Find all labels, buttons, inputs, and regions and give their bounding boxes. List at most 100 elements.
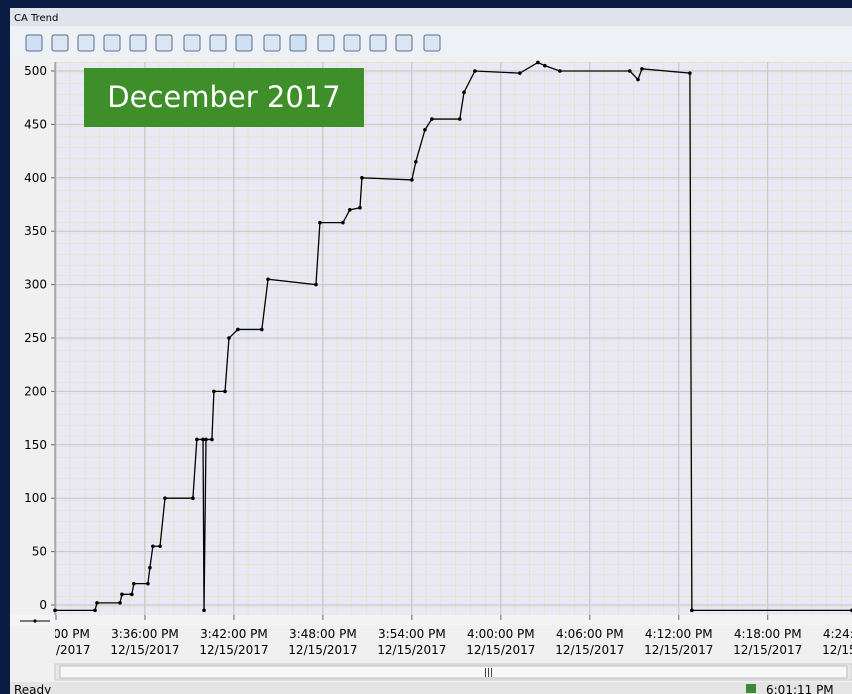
y-tick-label: 100 [24, 491, 47, 505]
trend-point [690, 608, 694, 613]
x-tick-label: 3:48:00 PM [289, 627, 357, 641]
trend-point [341, 220, 345, 225]
y-tick-label: 150 [24, 438, 47, 452]
status-text: Ready [14, 683, 51, 694]
toolbar-button[interactable] [129, 34, 147, 52]
trend-point [210, 437, 214, 442]
x-tick-label: 4:00:00 PM [467, 627, 535, 641]
x-tick-date: 12/15/2017 [377, 643, 446, 657]
trend-point [195, 437, 199, 442]
trend-point [640, 67, 644, 71]
x-tick-date: 12/15/2017 [466, 643, 535, 657]
trend-point [473, 69, 477, 73]
toolbar-button[interactable] [423, 34, 441, 52]
trend-point [462, 90, 466, 95]
banner-text: December 2017 [107, 80, 340, 114]
trend-point [266, 277, 270, 282]
x-tick-date: 12/15/2017 [110, 643, 179, 657]
trend-point [53, 608, 57, 613]
trend-point [628, 69, 632, 73]
trend-point [146, 581, 150, 586]
x-tick-label: 3:36:00 PM [111, 627, 179, 641]
trend-point [410, 178, 414, 182]
status-icon [746, 684, 756, 693]
status-time: 6:01:11 PM [766, 683, 834, 694]
y-tick-label: 450 [24, 117, 47, 131]
toolbar-button[interactable] [263, 34, 281, 52]
trend-point [536, 60, 540, 65]
axis-margin [10, 626, 55, 662]
trend-point [95, 601, 99, 605]
trend-point [358, 205, 362, 210]
trend-point [236, 327, 240, 332]
x-tick-label: 4:18:00 PM [734, 627, 802, 641]
trend-point [558, 69, 562, 73]
x-tick-date: 12/15/2017 [733, 643, 802, 657]
legend-strip [10, 615, 852, 625]
trend-point [118, 601, 122, 605]
trend-point [314, 282, 318, 287]
x-tick-date: 12/15/2017 [555, 643, 624, 657]
toolbar-button[interactable] [25, 34, 43, 52]
trend-point [148, 565, 152, 570]
trend-point [543, 63, 547, 68]
x-tick-label: 3:54:00 PM [378, 627, 446, 641]
trend-point [414, 159, 418, 164]
x-tick-date: 12/15/2017 [199, 643, 268, 657]
x-tick-date: 12/15/2017 [822, 643, 852, 657]
toolbar-button[interactable] [395, 34, 413, 52]
trend-point [223, 389, 227, 394]
trend-point [458, 117, 462, 121]
y-tick-label: 0 [39, 598, 47, 612]
x-tick-label: 4:12:00 PM [645, 627, 713, 641]
trend-point [120, 592, 124, 597]
x-tick-label: 4:06:00 PM [556, 627, 624, 641]
y-tick-label: 250 [24, 331, 47, 345]
trend-point [151, 544, 155, 549]
toolbar-button[interactable] [235, 34, 253, 52]
trend-point [132, 581, 136, 586]
y-tick-label: 400 [24, 171, 47, 185]
legend-marker [33, 619, 37, 623]
x-tick-label: 4:24:00 PM [823, 627, 852, 641]
toolbar-button[interactable] [343, 34, 361, 52]
trend-point [636, 77, 640, 82]
trend-point [93, 608, 97, 613]
x-tick-label: 3:42:00 PM [200, 627, 268, 641]
trend-point [518, 71, 522, 75]
banner-box [84, 68, 364, 127]
toolbar-button[interactable] [369, 34, 387, 52]
trend-point [360, 176, 364, 180]
title-bar [10, 8, 852, 26]
trend-point [212, 389, 216, 394]
toolbar-button[interactable] [289, 34, 307, 52]
trend-point [260, 327, 264, 332]
trend-point [688, 71, 692, 75]
trend-point [318, 220, 322, 225]
toolbar-button[interactable] [155, 34, 173, 52]
trend-point [130, 592, 134, 597]
trend-point [163, 496, 167, 501]
y-tick-label: 300 [24, 278, 47, 292]
trend-point [204, 437, 208, 442]
toolbar-button[interactable] [317, 34, 335, 52]
toolbar-button[interactable] [77, 34, 95, 52]
x-tick-date: 12/15/2017 [288, 643, 357, 657]
trend-point [201, 437, 205, 442]
trend-point [348, 208, 352, 212]
trend-point [158, 544, 162, 549]
scroll-thumb[interactable] [59, 665, 848, 679]
toolbar-button[interactable] [209, 34, 227, 52]
y-tick-label: 200 [24, 384, 47, 398]
window-title: CA Trend [14, 13, 58, 24]
toolbar-icons [25, 34, 441, 52]
trend-point [430, 117, 434, 121]
y-tick-label: 50 [32, 545, 47, 559]
toolbar-button[interactable] [103, 34, 121, 52]
toolbar-button[interactable] [51, 34, 69, 52]
y-tick-label: 350 [24, 224, 47, 238]
toolbar-button[interactable] [183, 34, 201, 52]
